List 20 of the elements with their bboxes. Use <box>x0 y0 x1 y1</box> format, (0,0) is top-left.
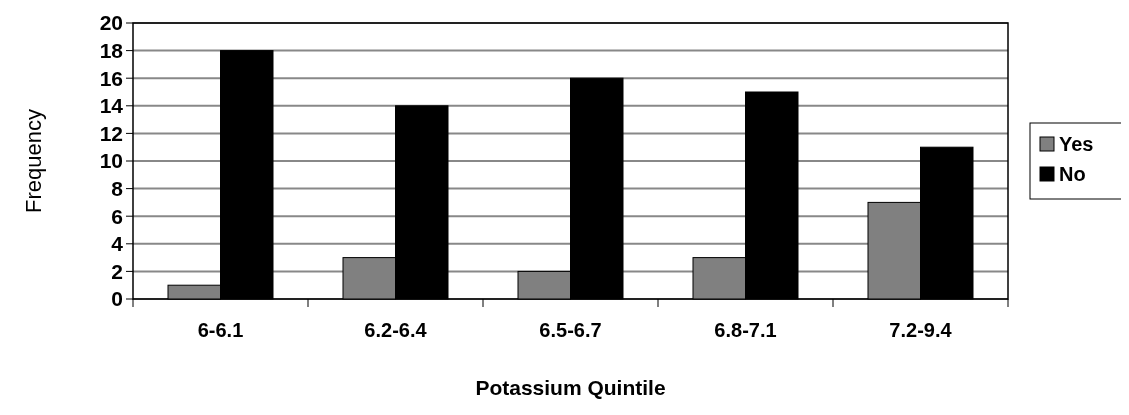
y-tick-label: 20 <box>99 11 123 35</box>
legend-label: Yes <box>1059 133 1094 155</box>
y-tick-label: 16 <box>99 66 123 90</box>
y-axis-title: Frequency <box>21 109 46 213</box>
x-tick-label: 6.2-6.4 <box>364 319 428 341</box>
x-tick-label: 6.8-7.1 <box>714 319 777 341</box>
x-tick-label: 7.2-9.4 <box>889 319 953 341</box>
y-tick-label: 12 <box>99 121 123 145</box>
y-tick-label: 14 <box>99 94 124 118</box>
y-tick-label: 6 <box>111 204 123 228</box>
y-tick-label: 4 <box>111 232 124 256</box>
x-axis-title: Potassium Quintile <box>475 376 666 399</box>
y-tick-label: 2 <box>111 259 123 283</box>
x-tick-label: 6.5-6.7 <box>539 319 602 341</box>
legend-label: No <box>1059 163 1086 185</box>
y-tick-label: 8 <box>111 176 124 200</box>
x-tick-label: 6-6.1 <box>197 319 244 341</box>
y-tick-label: 10 <box>99 149 123 173</box>
y-tick-label: 18 <box>99 38 124 62</box>
y-tick-label: 0 <box>111 287 123 311</box>
